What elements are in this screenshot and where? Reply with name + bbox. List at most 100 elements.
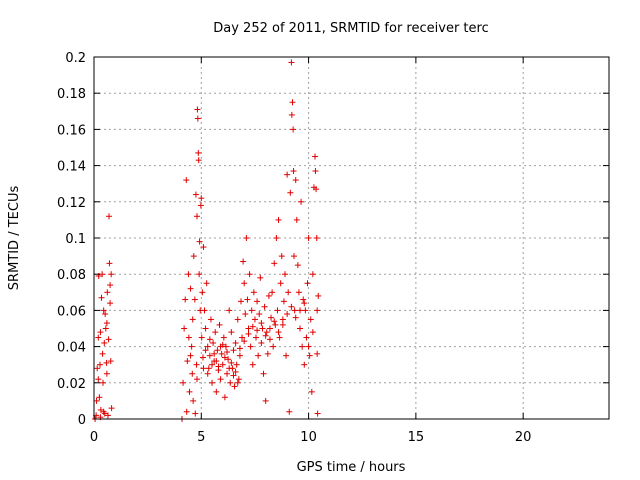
data-point xyxy=(240,258,247,265)
data-point xyxy=(271,260,278,267)
data-point xyxy=(97,329,104,336)
data-point xyxy=(225,356,232,363)
data-point xyxy=(307,316,314,323)
data-point xyxy=(228,329,235,336)
plot-frame xyxy=(93,56,610,420)
data-point xyxy=(244,296,251,303)
data-point xyxy=(315,292,322,299)
data-point xyxy=(257,274,264,281)
data-point xyxy=(245,330,252,337)
data-point xyxy=(190,253,197,260)
data-point xyxy=(228,359,235,366)
grid xyxy=(94,57,609,419)
data-point xyxy=(272,321,279,328)
x-tick-label: 15 xyxy=(408,430,425,445)
data-point xyxy=(294,262,301,269)
data-point xyxy=(273,235,280,241)
data-point xyxy=(186,388,193,395)
data-point xyxy=(222,343,229,350)
data-points xyxy=(92,59,322,422)
data-point xyxy=(255,352,262,359)
data-point xyxy=(219,361,226,368)
data-point xyxy=(202,325,209,332)
data-point xyxy=(204,343,211,350)
data-point xyxy=(314,410,321,417)
data-point xyxy=(213,388,220,395)
data-point xyxy=(304,280,311,287)
data-point xyxy=(95,376,102,383)
data-point xyxy=(205,365,212,372)
data-point xyxy=(305,343,312,350)
data-point xyxy=(201,307,208,314)
data-point xyxy=(301,361,308,368)
data-point xyxy=(263,329,270,336)
x-tick-label: 0 xyxy=(90,430,98,445)
data-point xyxy=(283,352,290,359)
data-point xyxy=(290,253,297,260)
data-point xyxy=(266,325,273,332)
x-axis-label: GPS time / hours xyxy=(297,460,406,475)
data-point xyxy=(314,350,321,357)
data-point xyxy=(306,352,313,359)
data-point xyxy=(312,168,319,175)
data-point xyxy=(284,311,291,318)
data-point xyxy=(308,388,315,395)
data-point xyxy=(233,361,240,368)
data-point xyxy=(103,370,110,377)
y-tick-label: 0 xyxy=(78,413,86,428)
y-tick-label: 0.16 xyxy=(57,123,86,138)
data-point xyxy=(286,408,293,415)
data-point xyxy=(245,325,252,332)
data-point xyxy=(280,298,287,305)
data-point xyxy=(290,168,297,175)
data-point xyxy=(242,311,249,318)
data-point xyxy=(214,347,221,354)
data-point xyxy=(100,307,107,314)
data-point xyxy=(93,397,100,404)
y-tick-label: 0.02 xyxy=(57,377,86,392)
data-point xyxy=(198,334,205,341)
data-point xyxy=(312,153,319,160)
y-tick-label: 0.04 xyxy=(57,341,86,356)
data-point xyxy=(107,282,114,289)
data-point xyxy=(107,358,114,365)
y-tick-labels: 0 0.02 0.04 0.06 0.08 0.1 0.12 0.14 0.16 0.18 0.2 xyxy=(57,51,86,428)
data-point xyxy=(188,343,195,350)
data-point xyxy=(187,285,194,292)
data-point xyxy=(219,341,226,348)
data-point xyxy=(302,307,309,314)
data-point xyxy=(206,336,213,343)
x-tick-label: 20 xyxy=(515,430,532,445)
data-point xyxy=(314,307,321,314)
data-point xyxy=(246,271,253,278)
data-point xyxy=(182,296,189,303)
data-point xyxy=(194,106,201,113)
data-point xyxy=(288,59,295,66)
data-point xyxy=(292,314,299,321)
data-point xyxy=(237,298,244,305)
data-point xyxy=(97,361,104,368)
data-point xyxy=(234,379,241,386)
y-tick-label: 0.12 xyxy=(57,196,86,211)
data-point xyxy=(300,296,307,303)
data-point xyxy=(236,352,243,359)
data-point xyxy=(220,334,227,341)
data-point xyxy=(288,303,295,310)
data-point xyxy=(254,298,261,305)
data-point xyxy=(269,289,276,296)
data-point xyxy=(106,260,113,267)
data-point xyxy=(295,289,302,296)
data-point xyxy=(279,321,286,328)
data-point xyxy=(191,296,198,303)
data-point xyxy=(284,171,291,178)
data-point xyxy=(258,339,265,346)
data-point xyxy=(265,292,272,299)
data-point xyxy=(215,363,222,370)
data-point xyxy=(194,213,200,220)
data-point xyxy=(271,318,278,325)
data-point xyxy=(226,307,233,314)
data-point xyxy=(247,343,254,350)
data-point xyxy=(285,289,292,296)
data-point xyxy=(183,408,190,415)
